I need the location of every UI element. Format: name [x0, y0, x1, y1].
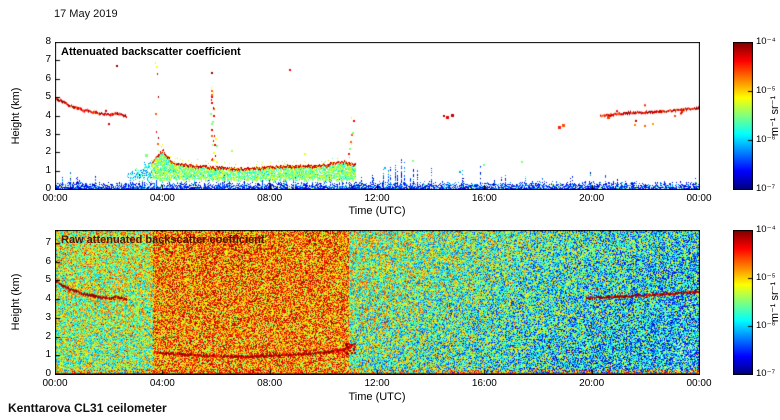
- y-tick-label: 1: [45, 349, 51, 361]
- colorbar-tick-label: 10⁻⁶: [756, 134, 776, 145]
- y-tick-label: 2: [45, 330, 51, 342]
- y-tick-label: 6: [45, 255, 51, 267]
- y-tick-label: 7: [45, 54, 51, 66]
- y-tick-label: 4: [45, 109, 51, 121]
- panel1-title: Attenuated backscatter coefficient: [61, 46, 241, 58]
- x-tick-label: 16:00: [471, 378, 497, 389]
- x-tick-label: 00:00: [686, 193, 712, 204]
- panel1-x-axis-label: Time (UTC): [348, 205, 406, 217]
- y-tick-label: 2: [45, 146, 51, 158]
- y-tick-label: 6: [45, 72, 51, 84]
- colorbar-tick-label: 10⁻⁵: [756, 272, 776, 283]
- x-tick-label: 04:00: [149, 193, 175, 204]
- panel2-title: Raw attenuated backscatter coefficient: [61, 234, 265, 246]
- date-label: 17 May 2019: [54, 8, 118, 20]
- colorbar-tick-label: 10⁻⁵: [756, 85, 776, 96]
- colorbar-tick-label: 10⁻⁶: [756, 320, 776, 331]
- y-tick-label: 8: [45, 36, 51, 47]
- x-tick-label: 04:00: [149, 378, 175, 389]
- x-tick-label: 12:00: [364, 193, 390, 204]
- colorbar-tick-label: 10⁻⁴: [756, 36, 776, 47]
- y-tick-label: 0: [45, 183, 51, 194]
- attenuated-backscatter-heatmap: [55, 42, 700, 190]
- x-tick-label: 20:00: [579, 378, 605, 389]
- y-tick-label: 3: [45, 127, 51, 139]
- y-tick-label: 5: [45, 274, 51, 286]
- y-tick-label: 3: [45, 311, 51, 323]
- x-tick-label: 00:00: [42, 193, 68, 204]
- panel2-y-axis-label: Height (km): [10, 273, 22, 331]
- x-tick-label: 08:00: [257, 193, 283, 204]
- x-tick-label: 00:00: [42, 378, 68, 389]
- colorbar-bottom-unit-label: m⁻¹ sr⁻¹: [769, 281, 780, 323]
- colorbar-tick-label: 10⁻⁷: [756, 368, 776, 379]
- instrument-label: Kenttarova CL31 ceilometer: [8, 401, 167, 415]
- x-tick-label: 20:00: [579, 193, 605, 204]
- y-tick-label: 7: [45, 237, 51, 249]
- colorbar-top: [733, 42, 753, 190]
- y-tick-label: 0: [45, 368, 51, 379]
- raw-attenuated-backscatter-heatmap: [55, 230, 700, 375]
- panel1-y-axis-label: Height (km): [10, 87, 22, 145]
- y-tick-label: 5: [45, 91, 51, 103]
- x-tick-label: 08:00: [257, 378, 283, 389]
- y-tick-label: 4: [45, 293, 51, 305]
- x-tick-label: 12:00: [364, 378, 390, 389]
- colorbar-tick-label: 10⁻⁴: [756, 224, 776, 235]
- y-tick-label: 1: [45, 164, 51, 176]
- x-tick-label: 16:00: [471, 193, 497, 204]
- x-tick-label: 00:00: [686, 378, 712, 389]
- colorbar-tick-label: 10⁻⁷: [756, 183, 776, 194]
- colorbar-bottom: [733, 230, 753, 375]
- panel2-x-axis-label: Time (UTC): [348, 391, 406, 403]
